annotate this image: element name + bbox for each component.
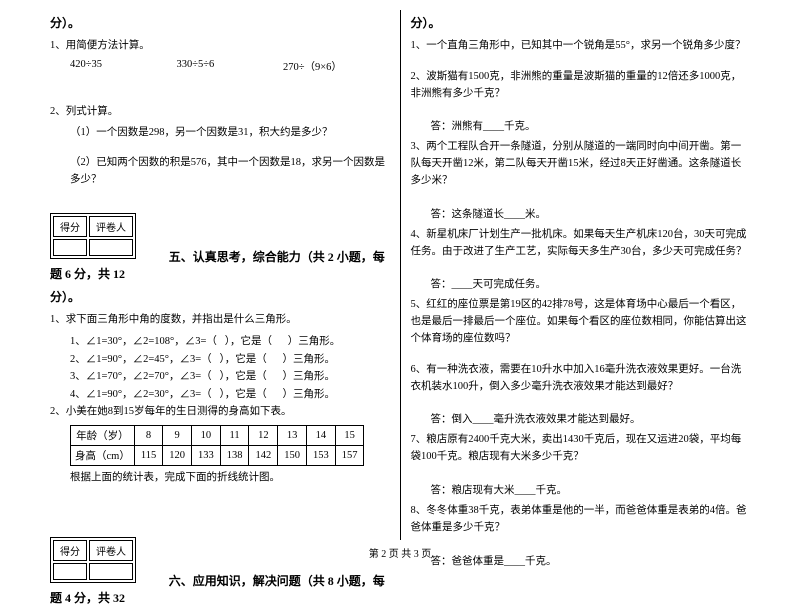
section-continuation: 分）。 — [50, 14, 390, 32]
question-2a: （1）一个因数是298，另一个因数是31，积大约是多少？ — [50, 125, 390, 142]
ra3: 答：这条隧道长____米。 — [411, 206, 751, 221]
rq1: 1、一个直角三角形中，已知其中一个锐角是55°，求另一个锐角多少度？ — [411, 38, 751, 55]
height-table: 年龄（岁） 8 9 10 11 12 13 14 15 身高（cm） 115 1… — [70, 425, 364, 466]
rq6: 6、有一种洗衣液，需要在10升水中加入16毫升洗衣液效果更好。一台洗衣机装水10… — [411, 362, 751, 396]
question-5-2: 2、小美在她8到15岁每年的生日测得的身高如下表。 — [50, 404, 390, 421]
ra7: 答：粮店现有大米____千克。 — [411, 482, 751, 497]
grader-label: 评卷人 — [89, 540, 133, 561]
rq8: 8、冬冬体重38千克，表弟体重是他的一半，而爸爸体重是表弟的4倍。爸爸体重是多少… — [411, 503, 751, 537]
section-continuation-r: 分）。 — [411, 14, 751, 32]
question-2: 2、列式计算。 — [50, 104, 390, 121]
section-5-cont: 分）。 — [50, 288, 390, 306]
calc-a: 420÷35 — [70, 59, 177, 74]
score-label: 得分 — [53, 540, 87, 561]
ra4: 答：____天可完成任务。 — [411, 276, 751, 291]
question-1: 1、用简便方法计算。 — [50, 38, 390, 55]
calc-row: 420÷35 330÷5÷6 270÷（9×6） — [50, 59, 390, 74]
tri-2: 2、∠1=90°，∠2=45°，∠3=（ ），它是（ ）三角形。 — [70, 351, 390, 369]
th-height: 身高（cm） — [71, 445, 135, 465]
ra6: 答：倒入____毫升洗衣液效果才能达到最好。 — [411, 411, 751, 426]
calc-c: 270÷（9×6） — [283, 59, 390, 74]
tri-4: 4、∠1=90°，∠2=30°，∠3=（ ），它是（ ）三角形。 — [70, 386, 390, 404]
triangle-list: 1、∠1=30°，∠2=108°，∠3=（ ），它是（ ）三角形。 2、∠1=9… — [50, 333, 390, 404]
grader-label: 评卷人 — [89, 216, 133, 237]
question-2b: （2）已知两个因数的积是576，其中一个因数是18，求另一个因数是多少？ — [50, 155, 390, 189]
rq4: 4、新星机床厂计划生产一批机床。如果每天生产机床120台，30天可完成任务。由于… — [411, 227, 751, 261]
ra2: 答：洲熊有____千克。 — [411, 118, 751, 133]
tri-3: 3、∠1=70°，∠2=70°，∠3=（ ），它是（ ）三角形。 — [70, 368, 390, 386]
rq2: 2、波斯猫有1500克，非洲熊的重量是波斯猫的重量的12倍还多1000克，非洲熊… — [411, 69, 751, 103]
rq3: 3、两个工程队合开一条隧道，分别从隧道的一端同时向中间开凿。第一队每天开凿12米… — [411, 139, 751, 189]
score-box-6: 得分 评卷人 — [50, 537, 136, 583]
right-column: 分）。 1、一个直角三角形中，已知其中一个锐角是55°，求另一个锐角多少度？ 2… — [401, 10, 761, 540]
tri-1: 1、∠1=30°，∠2=108°，∠3=（ ），它是（ ）三角形。 — [70, 333, 390, 351]
rq5: 5、红红的座位票是第19区的42排78号，这是体育场中心最后一个看区，也是最后一… — [411, 297, 751, 347]
section-5-header: 得分 评卷人 五、认真思考，综合能力（共 2 小题，每题 6 分，共 12 — [50, 207, 390, 282]
table-row: 年龄（岁） 8 9 10 11 12 13 14 15 — [71, 425, 364, 445]
calc-b: 330÷5÷6 — [177, 59, 284, 74]
table-row: 身高（cm） 115 120 133 138 142 150 153 157 — [71, 445, 364, 465]
th-age: 年龄（岁） — [71, 425, 135, 445]
score-box: 得分 评卷人 — [50, 213, 136, 259]
question-5-1: 1、求下面三角形中角的度数，并指出是什么三角形。 — [50, 312, 390, 329]
section-6-header: 得分 评卷人 六、应用知识，解决问题（共 8 小题，每题 4 分，共 32 — [50, 531, 390, 606]
left-column: 分）。 1、用简便方法计算。 420÷35 330÷5÷6 270÷（9×6） … — [40, 10, 400, 540]
page-container: 分）。 1、用简便方法计算。 420÷35 330÷5÷6 270÷（9×6） … — [0, 0, 800, 540]
ra8: 答：爸爸体重是____千克。 — [411, 553, 751, 568]
score-label: 得分 — [53, 216, 87, 237]
question-5-2b: 根据上面的统计表，完成下面的折线统计图。 — [50, 470, 390, 487]
rq7: 7、粮店原有2400千克大米，卖出1430千克后，现在又运进20袋，平均每袋10… — [411, 432, 751, 466]
